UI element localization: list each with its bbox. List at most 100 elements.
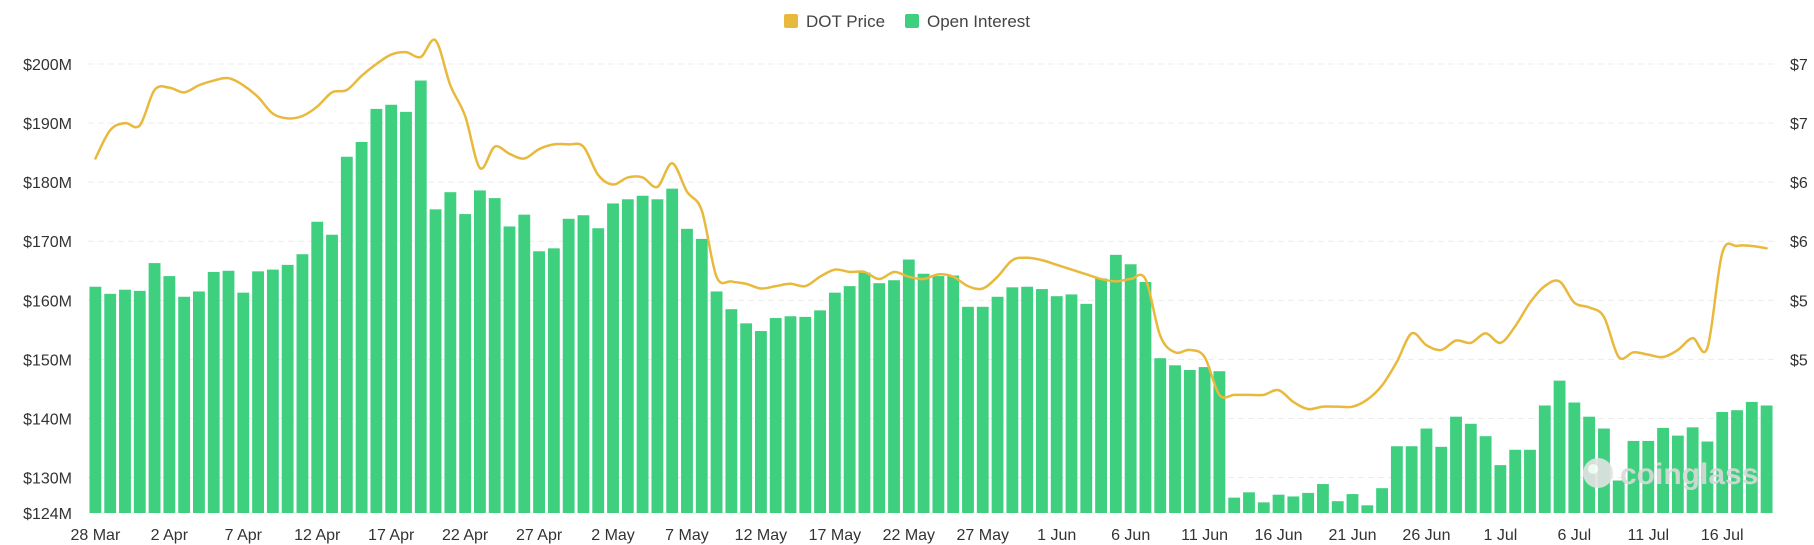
open-interest-bar[interactable] (1213, 371, 1226, 513)
open-interest-bar[interactable] (1376, 488, 1388, 513)
open-interest-bar[interactable] (311, 221, 324, 514)
open-interest-bar[interactable] (1228, 497, 1241, 513)
open-interest-bar[interactable] (695, 238, 708, 513)
open-interest-bar[interactable] (1390, 446, 1403, 513)
open-interest-bar[interactable] (1331, 501, 1344, 513)
open-interest-bar[interactable] (799, 316, 812, 513)
open-interest-bar[interactable] (1716, 411, 1729, 513)
open-interest-bar[interactable] (740, 323, 753, 513)
open-interest-bar[interactable] (1109, 254, 1122, 513)
open-interest-bar[interactable] (1405, 446, 1418, 513)
open-interest-bar[interactable] (947, 275, 960, 514)
open-interest-bar[interactable] (562, 218, 575, 514)
open-interest-bar[interactable] (710, 291, 723, 513)
open-interest-bar[interactable] (1524, 449, 1536, 513)
legend-swatch-dot-price[interactable] (784, 14, 798, 28)
open-interest-bar[interactable] (1346, 494, 1359, 513)
legend-label-dot-price[interactable]: DOT Price (806, 12, 885, 31)
open-interest-bar[interactable] (917, 273, 930, 513)
open-interest-bar[interactable] (843, 286, 856, 513)
open-interest-bar[interactable] (784, 316, 797, 513)
open-interest-bar[interactable] (991, 296, 1004, 513)
open-interest-bar[interactable] (547, 248, 560, 513)
open-interest-bar[interactable] (237, 292, 250, 513)
open-interest-bar[interactable] (1080, 303, 1093, 513)
open-interest-bar[interactable] (888, 280, 900, 513)
open-interest-bar[interactable] (814, 310, 826, 513)
open-interest-bar[interactable] (607, 203, 619, 513)
open-interest-bar[interactable] (193, 291, 205, 513)
open-interest-bar[interactable] (1731, 410, 1743, 513)
open-interest-bar[interactable] (1420, 428, 1433, 513)
open-interest-bar[interactable] (533, 251, 545, 513)
open-interest-bar[interactable] (873, 283, 886, 513)
open-interest-bar[interactable] (1657, 427, 1669, 513)
open-interest-bar[interactable] (1568, 402, 1581, 513)
open-interest-bar[interactable] (444, 192, 457, 513)
open-interest-bar[interactable] (1464, 423, 1477, 513)
open-interest-bar[interactable] (518, 214, 531, 513)
open-interest-bar[interactable] (252, 271, 264, 513)
open-interest-bar[interactable] (1509, 449, 1522, 513)
open-interest-bar[interactable] (133, 290, 146, 513)
open-interest-bar[interactable] (1243, 492, 1255, 513)
open-interest-bar[interactable] (104, 293, 117, 513)
open-interest-bar[interactable] (681, 228, 693, 513)
open-interest-bar[interactable] (1050, 296, 1063, 513)
open-interest-bar[interactable] (666, 188, 679, 513)
open-interest-bar[interactable] (1612, 480, 1625, 513)
open-interest-bar[interactable] (148, 263, 161, 513)
open-interest-bar[interactable] (1435, 446, 1448, 513)
open-interest-bar[interactable] (488, 198, 501, 514)
open-interest-bar[interactable] (1198, 367, 1211, 513)
open-interest-bar[interactable] (577, 215, 590, 514)
open-interest-bar[interactable] (1553, 380, 1566, 513)
open-interest-bar[interactable] (1745, 401, 1758, 513)
open-interest-bar[interactable] (1257, 502, 1270, 513)
open-interest-bar[interactable] (828, 292, 841, 513)
open-interest-bar[interactable] (902, 259, 915, 513)
open-interest-bar[interactable] (1095, 278, 1107, 513)
open-interest-bar[interactable] (414, 80, 427, 513)
open-interest-bar[interactable] (1021, 286, 1034, 513)
open-interest-bar[interactable] (755, 331, 767, 513)
open-interest-bar[interactable] (1169, 365, 1181, 513)
open-interest-bar[interactable] (1671, 435, 1684, 513)
open-interest-bar[interactable] (932, 276, 945, 513)
open-interest-bar[interactable] (621, 199, 634, 514)
open-interest-bar[interactable] (725, 309, 738, 513)
open-interest-bar[interactable] (1036, 289, 1048, 513)
open-interest-bar[interactable] (326, 234, 338, 514)
open-interest-bar[interactable] (89, 286, 102, 513)
open-interest-bar[interactable] (1701, 441, 1714, 513)
open-interest-bar[interactable] (163, 276, 176, 513)
open-interest-bar[interactable] (178, 296, 191, 513)
open-interest-bar[interactable] (459, 214, 472, 513)
open-interest-bar[interactable] (1494, 465, 1507, 513)
open-interest-bar[interactable] (1450, 416, 1462, 513)
open-interest-bar[interactable] (119, 289, 131, 513)
open-interest-bar[interactable] (1627, 440, 1640, 513)
open-interest-bar[interactable] (858, 272, 871, 513)
open-interest-bar[interactable] (1183, 370, 1196, 513)
open-interest-bar[interactable] (355, 141, 368, 514)
open-interest-bar[interactable] (592, 228, 605, 514)
open-interest-bar[interactable] (340, 156, 353, 513)
open-interest-bar[interactable] (1124, 264, 1137, 513)
open-interest-bar[interactable] (400, 111, 412, 513)
legend-label-open-interest[interactable]: Open Interest (927, 12, 1030, 31)
open-interest-bar[interactable] (1479, 436, 1492, 513)
open-interest-bar[interactable] (296, 254, 309, 514)
open-interest-bar[interactable] (1686, 427, 1699, 513)
open-interest-bar[interactable] (1760, 405, 1773, 513)
open-interest-bar[interactable] (636, 195, 649, 513)
open-interest-bar[interactable] (503, 226, 516, 513)
legend-swatch-open-interest[interactable] (905, 14, 919, 28)
open-interest-bar[interactable] (1154, 358, 1167, 513)
open-interest-bar[interactable] (962, 306, 974, 513)
open-interest-bar[interactable] (222, 270, 235, 513)
open-interest-bar[interactable] (207, 271, 220, 513)
open-interest-bar[interactable] (1317, 484, 1329, 513)
open-interest-bar[interactable] (1272, 494, 1285, 513)
open-interest-bar[interactable] (651, 199, 664, 514)
